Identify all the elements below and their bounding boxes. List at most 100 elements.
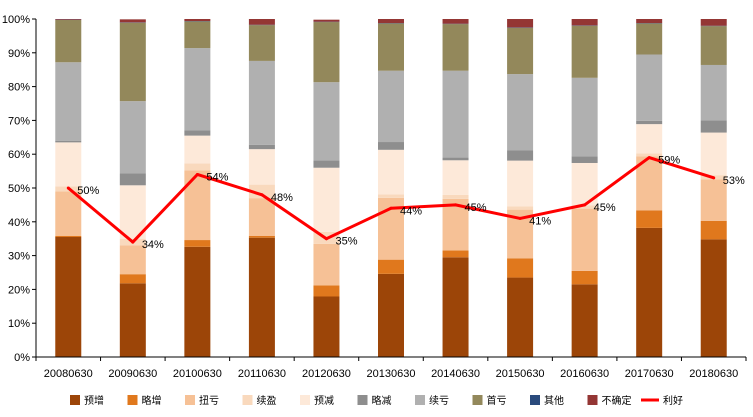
bar-segment [571,205,598,209]
legend-swatch [472,395,483,405]
bar-segment [378,70,404,143]
legend-swatch [127,395,138,405]
axes: 20080630 20090630 20100630 20110630 20120630… [35,19,747,380]
line-data-label: 53% [723,175,745,187]
bar-segment [55,142,82,187]
line-point [712,176,716,180]
bar-segment [636,23,663,55]
bar-segment [55,237,82,357]
bar-segment [571,25,598,78]
bar-segment [119,185,146,239]
bar-segment [378,273,404,357]
x-tick-label: 20110630 [238,368,286,380]
bar-segment [119,101,146,174]
bar-segment [442,257,469,357]
legend-label: 略增 [142,394,162,407]
line-data-label: 59% [658,155,680,167]
line-data-label: 34% [142,239,164,251]
bar-segment [313,285,340,297]
bar-segment [119,283,146,357]
bar-segment [571,19,598,26]
legend-swatch [357,395,368,405]
legend-label: 其他 [544,394,564,407]
legend-label: 利好 [663,395,683,407]
line-point [647,156,651,160]
legend-label: 略减 [372,394,392,407]
bar-segment [119,19,146,23]
line-data-label: 45% [465,202,487,214]
bar-segment [184,19,211,22]
bar-segment [378,149,404,195]
legend: 预增 略增 扭亏 续盈 预减 略减 续亏 首亏 其他 不确定 利好 [70,394,683,407]
bar-segment [119,274,146,284]
bar-segment [442,250,469,258]
line-data-label: 50% [77,185,99,197]
bar-segment [700,120,727,133]
bar-segment [507,206,534,210]
line-data-label: 41% [529,215,551,227]
bar-segment [507,150,534,161]
x-tick-label: 20080630 [44,368,93,380]
bar-segment [313,167,340,232]
bar-segment [313,243,340,286]
y-tick-label: 40% [8,217,30,229]
bar-segment [184,163,211,171]
bar-segment [378,19,404,24]
bar-segment [636,124,663,154]
bar-segment [248,198,275,236]
line-point [195,172,199,176]
bar-segment [442,157,469,161]
y-tick-label: 90% [8,48,30,60]
bar-segment [636,120,663,125]
y-tick-label: 80% [8,82,30,94]
legend-swatch [587,395,598,405]
line-point [66,186,70,190]
legend-swatch [415,395,425,405]
bar-segment [378,194,404,198]
legend-label: 续亏 [429,394,449,407]
bar-segment [571,77,598,157]
legend-label: 预减 [314,395,334,407]
x-tick-label: 20120630 [302,368,351,380]
x-tick-label: 20160630 [560,368,609,380]
legend-label: 不确定 [602,394,632,407]
line-data-label: 45% [594,202,616,214]
bar-segment [507,258,534,278]
y-tick-label: 60% [8,149,30,161]
bar-segment [378,23,404,71]
bar-segment [248,144,275,150]
legend-label: 续盈 [257,394,277,407]
legend-label: 扭亏 [199,394,219,407]
bar-segment [571,156,598,163]
bar-segment [248,235,275,238]
bar-segment [700,220,727,240]
bar-segment [313,82,340,161]
bar-segment [184,21,211,49]
x-tick-label: 20170630 [625,368,674,380]
bar-segment [55,19,82,20]
line-data-label: 35% [335,236,357,248]
bar-segment [700,179,727,221]
profit-line: 50% 34% 54% 48% 35% 44% 45% 41% 45% 59% 53% [66,155,745,251]
line-data-label: 54% [206,171,228,183]
bar-segment [55,191,82,236]
x-tick-label: 20140630 [431,368,480,380]
bar-segment [571,270,598,285]
bar-segment [636,54,663,121]
bar-segment [55,235,82,238]
bar-segment [442,70,469,158]
bar-segment [442,160,469,195]
legend-label: 首亏 [487,394,507,407]
line-point [389,206,393,210]
legend-label: 预增 [84,394,104,407]
line-point [583,203,587,207]
stacked-bars [55,19,727,357]
line-point [324,237,328,241]
bar-segment [700,19,727,26]
bar-segment [442,194,469,199]
line-point [518,216,522,220]
y-tick-label: 100% [2,14,30,26]
bar-segment [507,19,534,28]
bar-segment [184,48,211,131]
y-axis-grid: 0% 10% 20% 30% 40% 50% 60% 70% 80% 90% 100% [2,14,36,364]
